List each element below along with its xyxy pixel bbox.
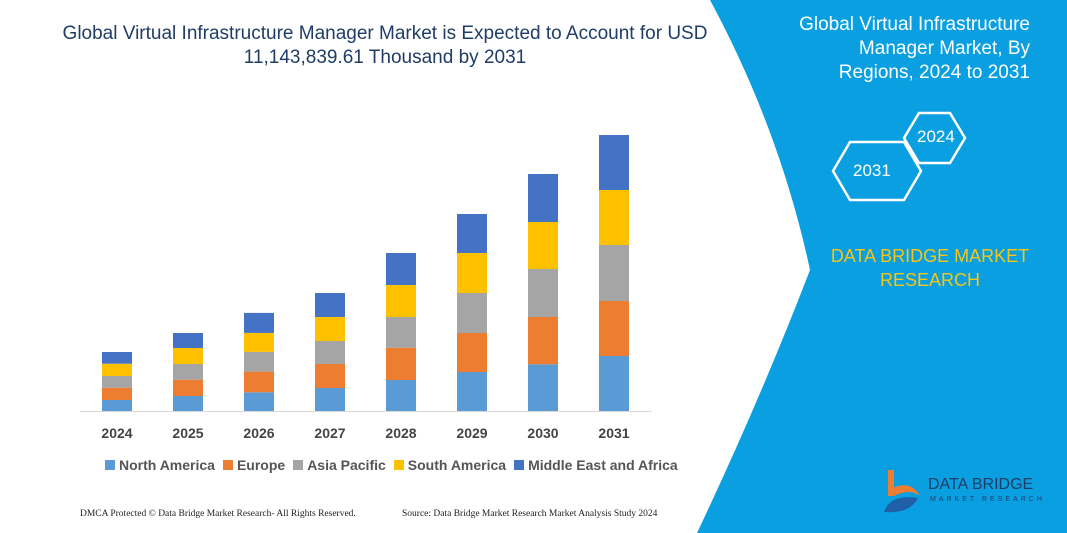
bar-segment xyxy=(315,317,345,341)
x-tick-label: 2024 xyxy=(101,425,132,441)
legend-label: Asia Pacific xyxy=(307,457,386,473)
data-bridge-logo-icon xyxy=(884,470,920,513)
bar-segment xyxy=(244,392,274,411)
x-tick-label: 2026 xyxy=(243,425,274,441)
legend-item: Europe xyxy=(222,457,286,473)
bar-segment xyxy=(457,372,487,411)
logo-text: DATA BRIDGE xyxy=(928,476,1034,493)
hexagon-2031 xyxy=(831,140,923,202)
hex-label-2031: 2031 xyxy=(853,161,891,180)
bar-segment xyxy=(173,333,203,348)
bar-segment xyxy=(173,364,203,380)
x-tick-label: 2029 xyxy=(456,425,487,441)
legend: North America Europe Asia Pacific South Ame… xyxy=(105,457,678,473)
legend-label: North America xyxy=(119,457,215,473)
side-title: Global Virtual Infrastructure Manager Ma… xyxy=(799,14,1030,83)
bar-segment xyxy=(457,214,487,253)
bar-segment xyxy=(528,317,558,365)
legend-swatch xyxy=(393,460,404,470)
legend-label: South America xyxy=(407,457,507,473)
bar-segment xyxy=(102,376,132,388)
bar-segment xyxy=(528,222,558,269)
bar-segment xyxy=(102,352,132,364)
bar-segment xyxy=(386,253,416,285)
bar-segment xyxy=(528,269,558,317)
legend-label: Middle East and Africa xyxy=(528,457,678,473)
bar-segment xyxy=(386,380,416,411)
bar-segment xyxy=(528,364,558,411)
bar-segment xyxy=(102,363,132,376)
x-tick-label: 2028 xyxy=(385,425,416,441)
bar-segment xyxy=(599,190,629,245)
legend-swatch xyxy=(222,460,233,470)
bar-segment xyxy=(599,245,629,301)
x-tick-label: 2030 xyxy=(527,425,558,441)
bar-segment xyxy=(315,341,345,364)
legend-swatch xyxy=(105,460,115,470)
legend-item: North America xyxy=(105,457,215,473)
bar-segment xyxy=(599,356,629,411)
bar-segment xyxy=(102,387,132,400)
brand-text: DATA BRIDGE MARKET RESEARCH xyxy=(830,246,1030,290)
bar-segment xyxy=(102,400,132,411)
footer-source: Source: Data Bridge Market Research Mark… xyxy=(402,509,658,519)
legend-item: Middle East and Africa xyxy=(514,457,678,473)
bar-segment xyxy=(599,135,629,190)
bar-segment xyxy=(244,371,274,393)
chart-title: Global Virtual Infrastructure Manager Ma… xyxy=(62,23,708,68)
bar-segment xyxy=(599,301,629,356)
bar-segment xyxy=(244,332,274,352)
bar-segment xyxy=(173,396,203,411)
logo-subtext: MARKET RESEARCH xyxy=(930,496,1045,503)
bar-segment xyxy=(244,351,274,372)
bar-segment xyxy=(315,388,345,411)
footer-copyright: DMCA Protected © Data Bridge Market Rese… xyxy=(80,509,356,519)
x-tick-label: 2027 xyxy=(314,425,345,441)
legend-item: Asia Pacific xyxy=(293,457,386,473)
bar-segment xyxy=(457,293,487,333)
x-tick-label: 2025 xyxy=(172,425,203,441)
hexagon-2024 xyxy=(902,111,967,165)
bar-segment xyxy=(528,174,558,222)
bar-segment xyxy=(457,333,487,372)
legend-item: South America xyxy=(393,457,507,473)
bar-segment xyxy=(315,293,345,317)
legend-swatch xyxy=(293,460,304,470)
bar-segment xyxy=(244,312,274,333)
legend-swatch xyxy=(514,460,525,470)
bar-segment xyxy=(386,347,416,380)
bar-segment xyxy=(173,379,203,396)
stacked-bar-chart: 2024 2025 2026 2027 2028 2029 2030 2031 xyxy=(80,135,652,441)
bar-segment xyxy=(386,285,416,317)
bar-segment xyxy=(386,317,416,348)
hex-label-2024: 2024 xyxy=(917,127,955,146)
legend-label: Europe xyxy=(236,457,286,473)
bar-segment xyxy=(173,348,203,364)
bar-segment xyxy=(457,253,487,293)
bar-segment xyxy=(315,364,345,388)
x-tick-label: 2031 xyxy=(598,425,629,441)
